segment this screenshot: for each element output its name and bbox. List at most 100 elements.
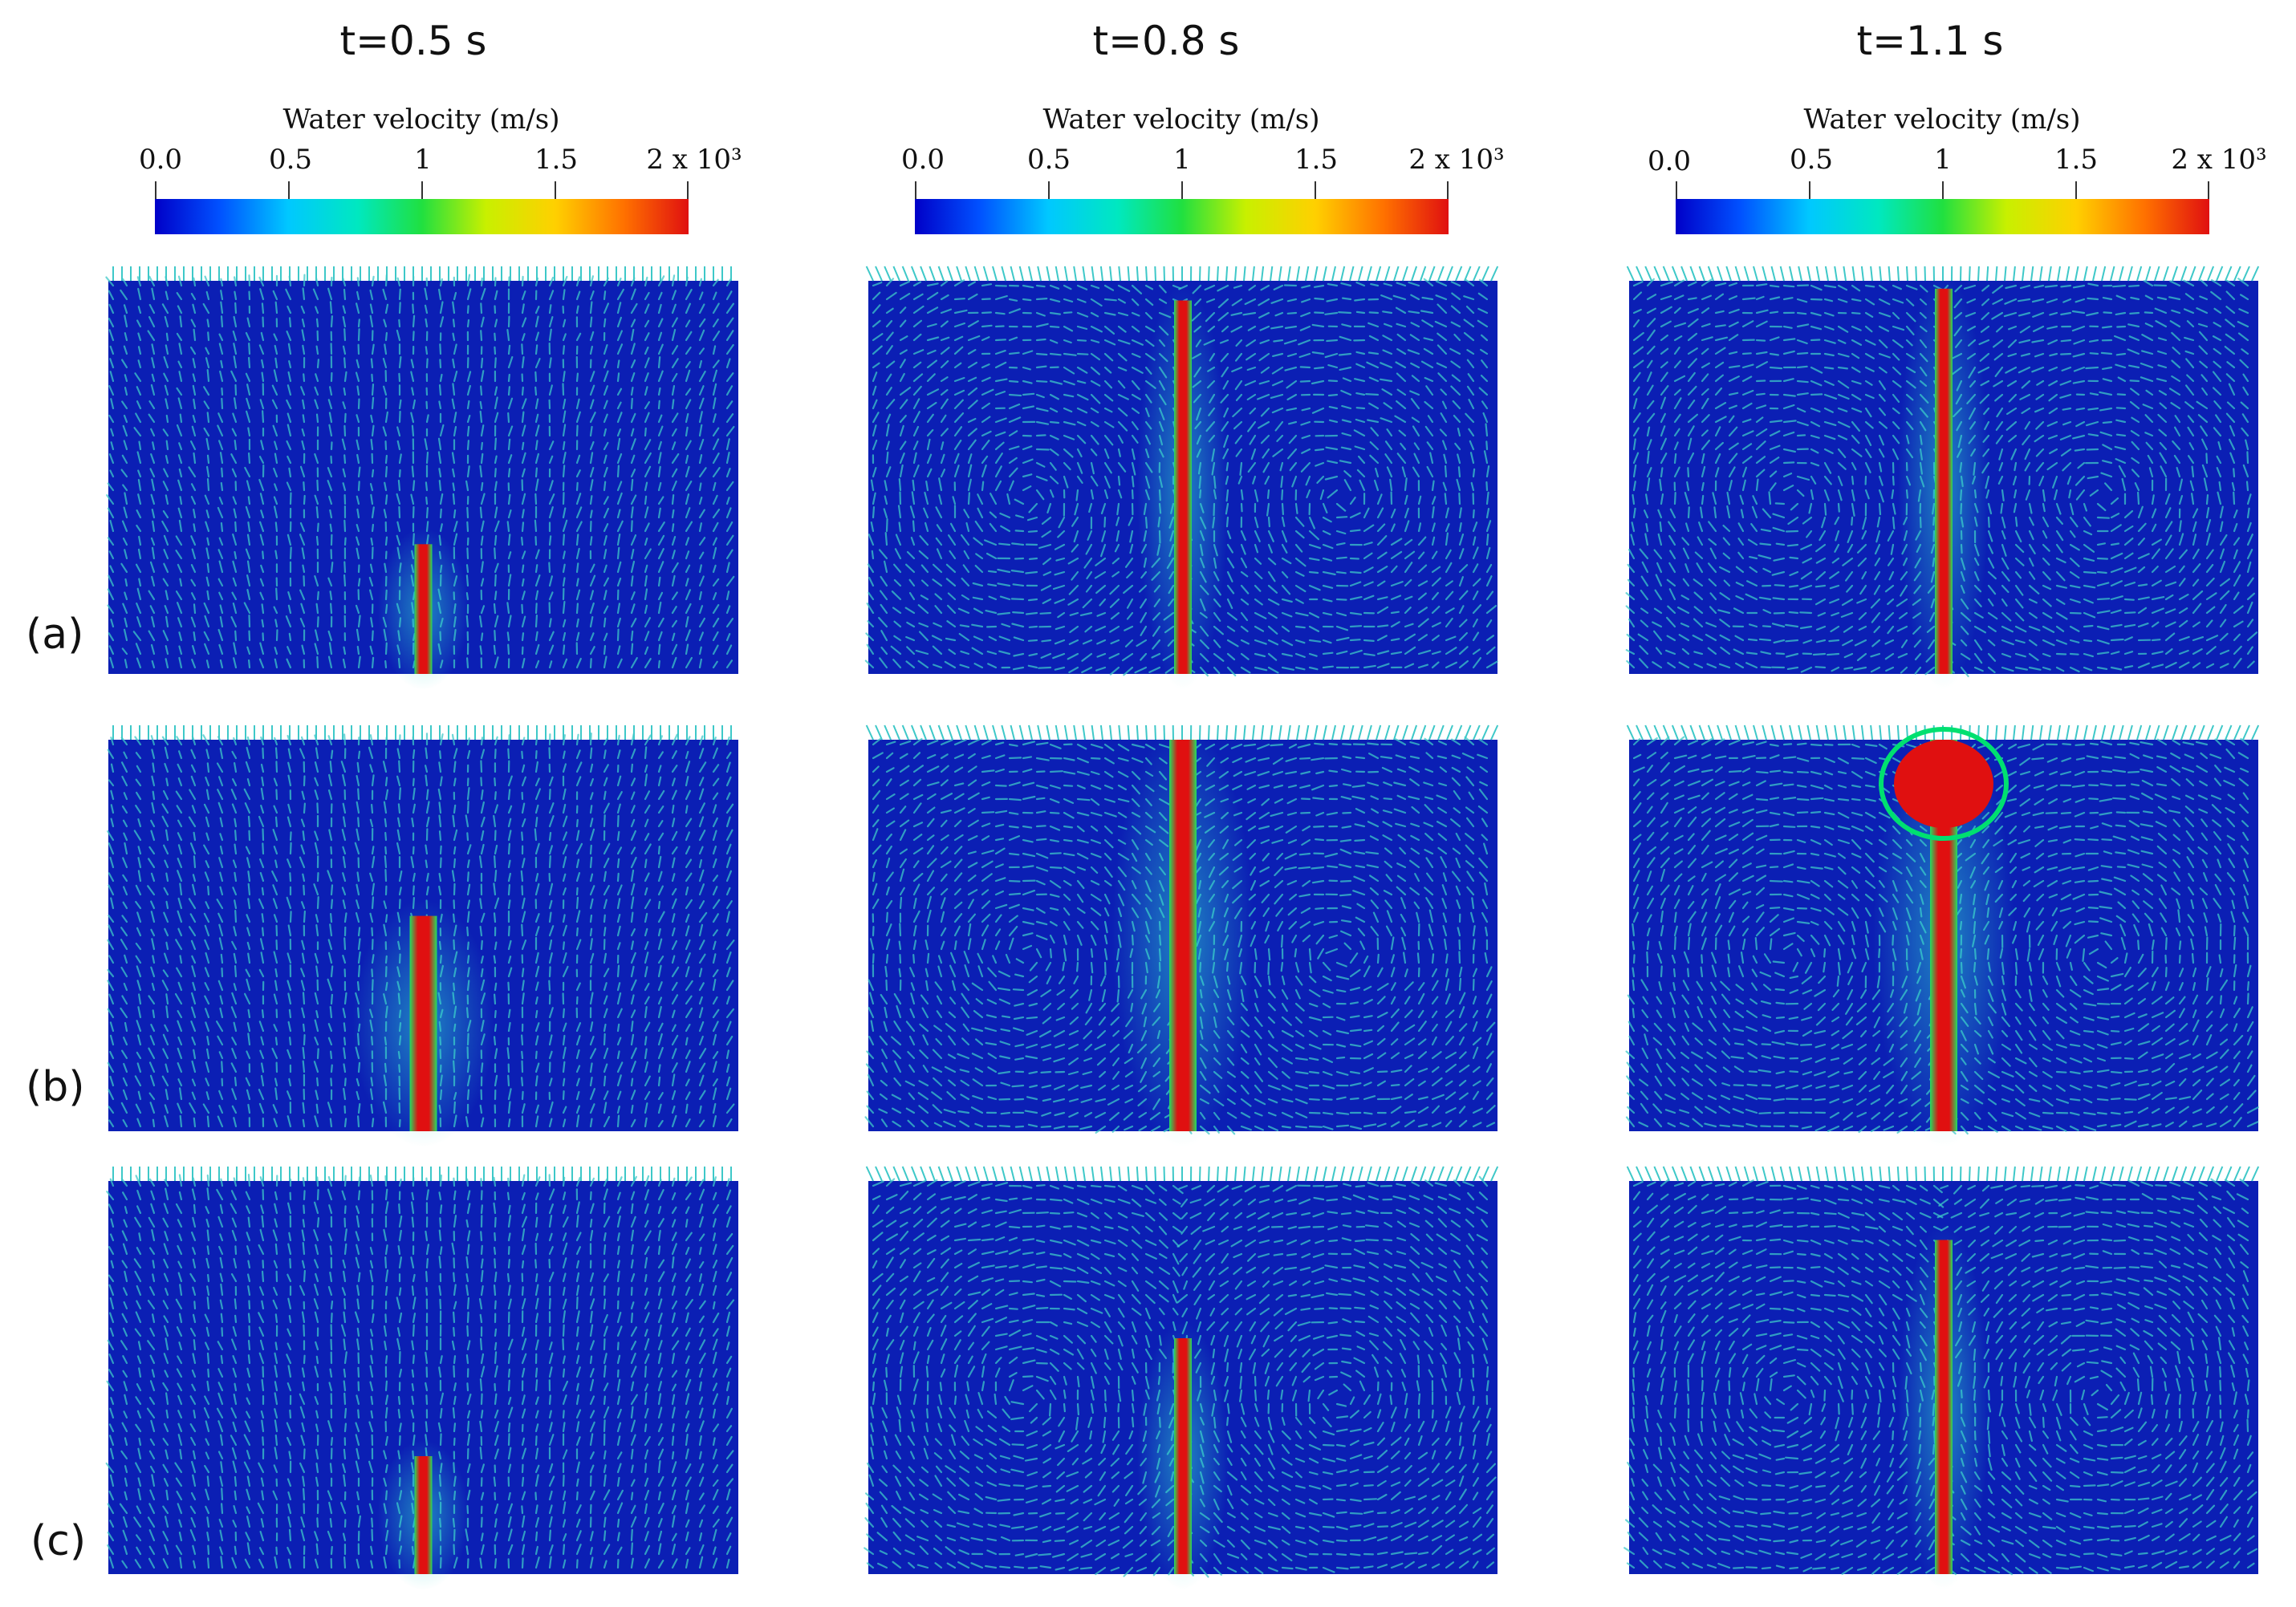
surface-arrow <box>1490 266 1499 282</box>
velocity-vector <box>1653 549 1663 560</box>
velocity-vector <box>356 439 360 451</box>
velocity-vector <box>2151 538 2162 546</box>
velocity-vector <box>1294 584 1306 593</box>
velocity-vector <box>1094 570 1107 579</box>
velocity-vector <box>924 521 929 533</box>
velocity-vector <box>206 562 210 574</box>
velocity-vector <box>246 588 251 601</box>
velocity-vector <box>1892 502 1896 515</box>
velocity-vector <box>2192 508 2199 519</box>
velocity-vector <box>466 288 472 301</box>
velocity-vector <box>2060 339 2072 343</box>
velocity-vector <box>1472 604 1482 615</box>
velocity-vector <box>2006 379 2018 388</box>
velocity-vector <box>671 385 676 396</box>
velocity-vector <box>899 280 911 287</box>
velocity-vector <box>1341 404 1352 410</box>
velocity-vector <box>945 637 957 642</box>
velocity-vector <box>1100 502 1107 515</box>
velocity-vector <box>121 520 128 533</box>
velocity-vector <box>575 547 580 560</box>
velocity-vector <box>1687 308 1699 315</box>
velocity-vector <box>1313 366 1325 370</box>
velocity-vector <box>234 843 238 855</box>
velocity-vector <box>1851 284 1861 292</box>
surface-arrow <box>982 266 989 282</box>
velocity-vector <box>1815 570 1827 581</box>
velocity-vector <box>357 927 361 937</box>
velocity-vector <box>1076 298 1087 303</box>
velocity-vector <box>1864 366 1875 372</box>
velocity-vector <box>507 615 512 628</box>
velocity-vector <box>507 925 510 937</box>
velocity-vector <box>507 842 511 855</box>
velocity-vector <box>1837 298 1848 303</box>
velocity-vector <box>712 438 720 451</box>
velocity-vector <box>2178 520 2182 533</box>
velocity-vector <box>124 549 128 560</box>
velocity-vector <box>944 660 957 669</box>
velocity-vector <box>946 604 957 615</box>
velocity-vector <box>1701 362 1710 369</box>
velocity-vector <box>1632 331 1644 342</box>
velocity-vector <box>1749 623 1758 628</box>
velocity-vector <box>1630 534 1636 546</box>
velocity-vector <box>2055 652 2067 655</box>
velocity-vector <box>357 564 360 574</box>
velocity-vector <box>1010 569 1025 574</box>
velocity-panel <box>1625 266 2260 690</box>
velocity-vector <box>1755 361 1768 369</box>
velocity-vector <box>2028 570 2036 580</box>
velocity-vector <box>1294 502 1298 514</box>
velocity-vector <box>1254 516 1259 529</box>
velocity-vector <box>521 657 526 669</box>
velocity-vector <box>1376 663 1390 669</box>
velocity-vector <box>147 330 156 342</box>
velocity-vector <box>934 593 943 601</box>
velocity-vector <box>1407 349 1420 355</box>
velocity-vector <box>1728 351 1738 355</box>
velocity-vector <box>1226 652 1236 661</box>
velocity-vector <box>438 400 442 410</box>
velocity-vector <box>997 611 1011 615</box>
velocity-vector <box>1431 496 1437 505</box>
velocity-vector <box>893 635 902 642</box>
velocity-vector <box>616 428 622 437</box>
jet-core <box>414 544 433 674</box>
velocity-vector <box>1660 467 1664 478</box>
velocity-vector <box>234 439 238 451</box>
surface-arrow <box>1698 266 1705 282</box>
velocity-vector <box>355 604 360 615</box>
velocity-vector <box>953 412 965 424</box>
surface-arrow <box>2030 266 2034 282</box>
velocity-vector <box>1328 419 1339 424</box>
velocity-vector <box>205 347 210 355</box>
velocity-vector <box>2131 469 2140 478</box>
velocity-vector <box>1837 434 1848 440</box>
surface-arrow <box>1252 266 1255 282</box>
velocity-vector <box>1657 533 1663 546</box>
velocity-vector <box>1022 366 1032 371</box>
velocity-vector <box>1466 359 1475 369</box>
velocity-vector <box>1213 666 1221 675</box>
velocity-vector <box>2151 548 2160 560</box>
velocity-vector <box>384 481 388 492</box>
velocity-vector <box>657 617 664 628</box>
velocity-vector <box>327 287 333 301</box>
velocity-vector <box>1349 557 1360 560</box>
velocity-vector <box>247 815 251 828</box>
velocity-vector <box>1117 325 1127 333</box>
velocity-vector <box>967 428 977 437</box>
velocity-vector <box>630 428 635 437</box>
surface-arrow <box>1270 266 1274 282</box>
velocity-vector <box>480 370 485 383</box>
velocity-vector <box>151 546 156 560</box>
velocity-vector <box>1769 482 1777 492</box>
velocity-vector <box>2238 308 2249 315</box>
velocity-vector <box>1103 284 1115 291</box>
surface-arrow <box>1127 266 1130 282</box>
velocity-vector <box>137 346 142 355</box>
velocity-vector <box>1396 452 1407 465</box>
velocity-vector <box>124 492 128 505</box>
velocity-vector <box>2047 339 2058 345</box>
